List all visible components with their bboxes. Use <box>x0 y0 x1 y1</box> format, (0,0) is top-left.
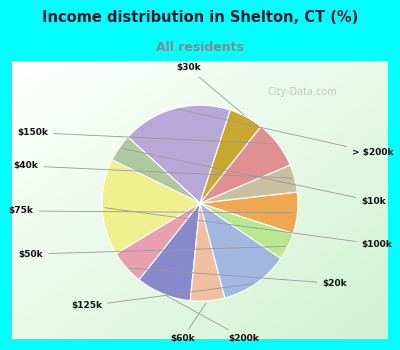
Text: All residents: All residents <box>156 41 244 54</box>
Text: Income distribution in Shelton, CT (%): Income distribution in Shelton, CT (%) <box>42 10 358 25</box>
Wedge shape <box>200 126 290 203</box>
Wedge shape <box>116 203 200 280</box>
Text: $60k: $60k <box>170 303 206 343</box>
Text: $40k: $40k <box>14 161 292 178</box>
Text: $125k: $125k <box>71 284 254 310</box>
Wedge shape <box>200 110 261 203</box>
Text: $150k: $150k <box>17 128 275 144</box>
Wedge shape <box>102 160 200 254</box>
Text: $75k: $75k <box>9 206 295 216</box>
Wedge shape <box>200 165 297 203</box>
Wedge shape <box>112 137 200 203</box>
Text: $10k: $10k <box>122 148 386 206</box>
Wedge shape <box>200 203 281 298</box>
Wedge shape <box>139 203 200 301</box>
Text: $20k: $20k <box>129 268 347 288</box>
Text: City-Data.com: City-Data.com <box>268 87 338 97</box>
Wedge shape <box>190 203 225 301</box>
Text: > $200k: > $200k <box>178 109 393 157</box>
Text: $30k: $30k <box>176 63 244 115</box>
Wedge shape <box>128 105 230 203</box>
Wedge shape <box>200 192 298 233</box>
Text: $200k: $200k <box>166 295 260 343</box>
Wedge shape <box>200 203 293 258</box>
Text: $100k: $100k <box>105 208 392 249</box>
Text: $50k: $50k <box>19 246 285 259</box>
